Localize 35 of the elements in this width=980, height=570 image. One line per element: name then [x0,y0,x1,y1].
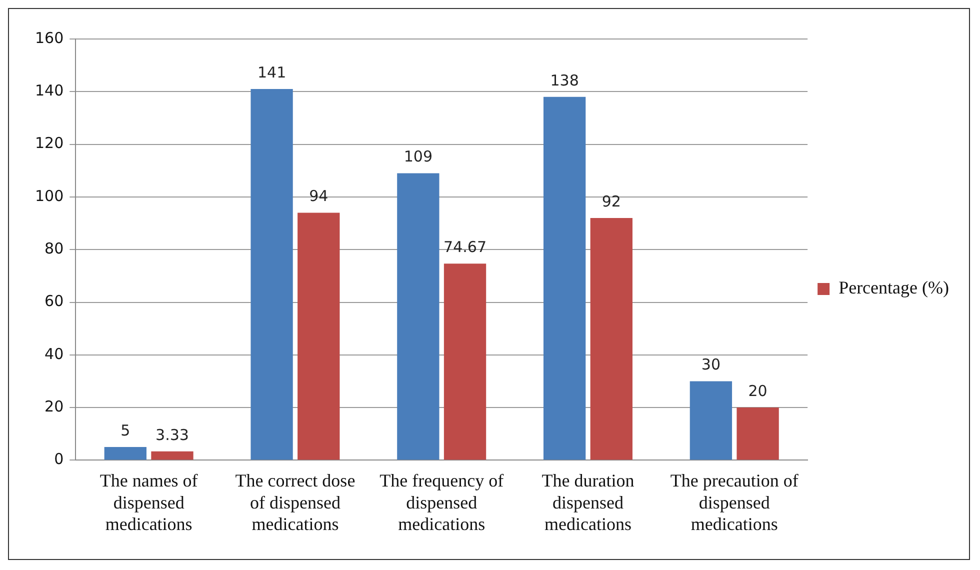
y-tick-label: 80 [44,239,64,258]
data-label: 138 [550,71,579,90]
y-tick-label: 160 [34,28,64,47]
data-label: 92 [602,192,621,210]
x-tick-label: The precaution of dispensed medications [670,470,798,534]
x-tick-label: The frequency of dispensed medications [380,470,504,534]
y-tick-label: 40 [44,344,64,363]
data-label: 5 [120,421,130,440]
bar [690,381,732,460]
data-label: 3.33 [156,426,189,444]
data-label: 74.67 [444,238,486,256]
legend-label: Percentage (%) [838,278,950,298]
data-label: 141 [257,63,286,82]
bar [151,451,194,460]
bar [736,408,779,460]
x-tick-label: The duration dispensed medications [542,470,634,534]
bar [298,212,340,460]
x-tick-label: The correct dose of dispensed medications [235,470,356,534]
bar [444,264,486,460]
bar [250,89,293,460]
data-label: 94 [309,187,328,206]
y-tick-label: 140 [34,82,64,100]
y-tick-label: 100 [34,186,64,205]
bar [104,447,146,460]
y-tick-label: 20 [44,397,64,416]
data-label: 30 [701,356,720,374]
bar [397,173,440,460]
bar [543,96,586,460]
y-tick-label: 120 [34,134,64,152]
bar [590,218,632,460]
data-label: 20 [748,382,768,400]
y-tick-label: 60 [44,292,64,310]
y-tick-label: 0 [54,450,64,468]
x-tick-label: The names of dispensed medications [100,470,198,534]
data-label: 109 [404,148,432,166]
